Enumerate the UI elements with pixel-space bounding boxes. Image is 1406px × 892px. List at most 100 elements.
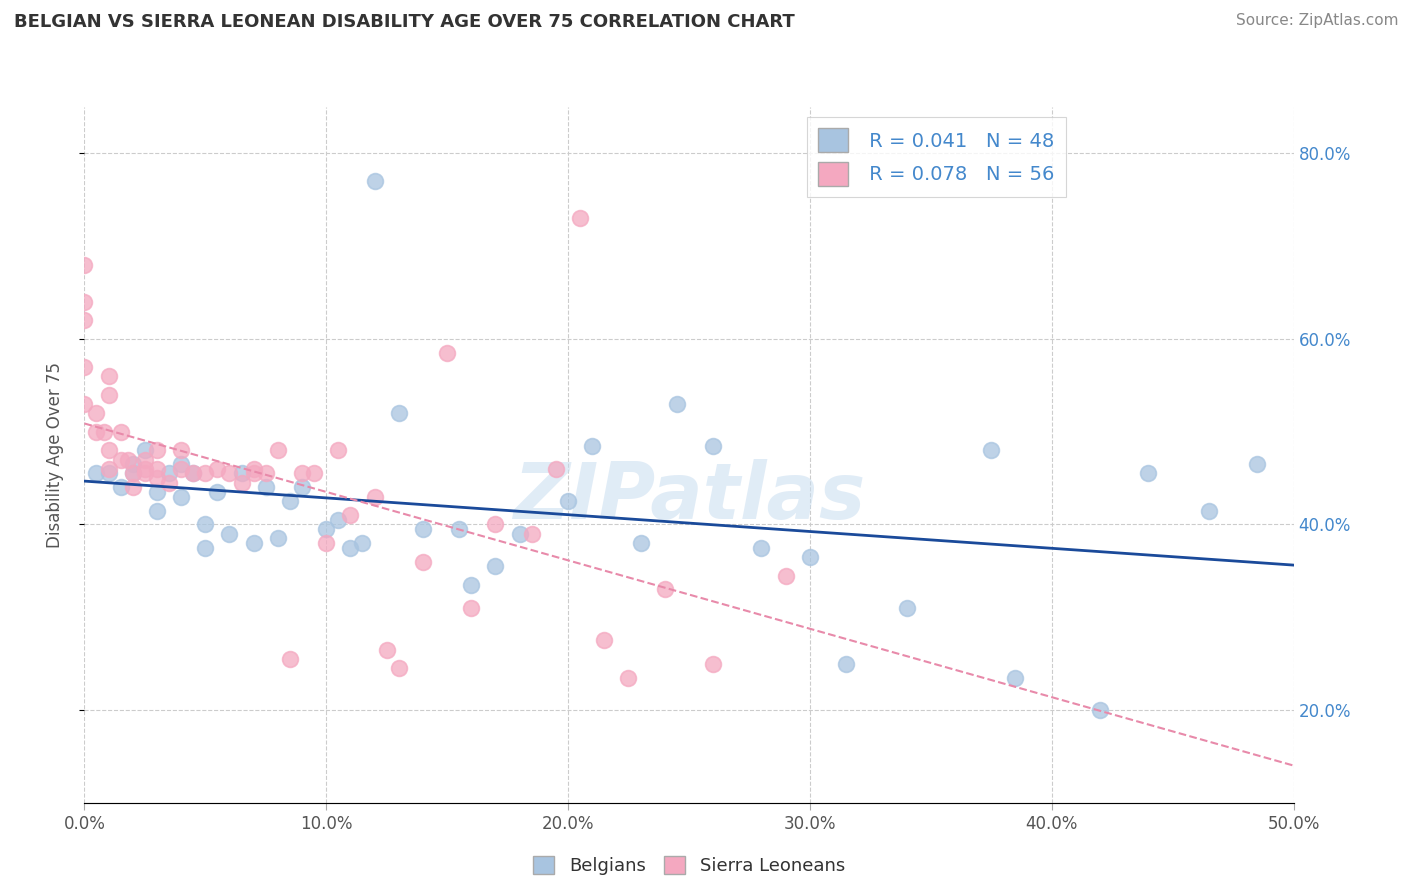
Point [170,457,193,471]
Point [315,536,337,550]
Point [1004,671,1026,685]
Point [170,443,193,458]
Point [460,578,482,592]
Text: Source: ZipAtlas.com: Source: ZipAtlas.com [1236,13,1399,29]
Point [110,480,132,494]
Point [1137,467,1160,481]
Point [86,406,108,420]
Point [449,522,471,536]
Point [980,443,1002,458]
Point [231,475,253,490]
Point [194,517,217,532]
Text: BELGIAN VS SIERRA LEONEAN DISABILITY AGE OVER 75 CORRELATION CHART: BELGIAN VS SIERRA LEONEAN DISABILITY AGE… [14,13,794,31]
Point [484,517,506,532]
Point [86,425,108,439]
Point [242,536,264,550]
Point [254,480,277,494]
Point [267,443,290,458]
Point [170,490,193,504]
Point [654,582,676,597]
Point [278,652,301,666]
Text: ZIPatlas: ZIPatlas [513,458,865,534]
Point [630,536,652,550]
Point [702,657,724,671]
Point [1246,457,1268,471]
Point [207,462,229,476]
Point [117,452,139,467]
Point [436,346,458,360]
Point [97,369,120,384]
Point [339,508,361,523]
Point [73,359,96,374]
Point [799,549,821,564]
Point [146,503,169,517]
Point [460,601,482,615]
Point [157,475,180,490]
Point [157,467,180,481]
Point [775,568,797,582]
Point [328,513,350,527]
Point [97,462,120,476]
Point [278,494,301,508]
Point [207,485,229,500]
Point [363,174,385,188]
Point [73,258,96,272]
Point [242,467,264,481]
Point [110,452,132,467]
Point [302,467,325,481]
Point [194,541,217,555]
Point [146,462,169,476]
Point [254,467,277,481]
Point [484,559,506,574]
Point [242,462,264,476]
Point [121,480,143,494]
Point [97,467,120,481]
Point [97,387,120,401]
Point [134,452,156,467]
Point [134,443,156,458]
Point [146,485,169,500]
Point [291,467,314,481]
Point [315,522,337,536]
Point [835,657,858,671]
Point [412,522,434,536]
Point [388,661,411,675]
Point [569,211,592,226]
Legend: Belgians, Sierra Leoneans: Belgians, Sierra Leoneans [523,847,855,884]
Point [339,541,361,555]
Point [218,526,240,541]
Point [218,467,240,481]
Point [1198,503,1220,517]
Point [181,467,204,481]
Point [593,633,616,648]
Point [73,294,96,309]
Point [121,467,143,481]
Point [557,494,579,508]
Point [146,471,169,485]
Point [1088,703,1111,717]
Point [134,467,156,481]
Point [581,439,603,453]
Point [181,467,204,481]
Point [328,443,350,458]
Point [97,443,120,458]
Point [73,397,96,411]
Point [702,439,724,453]
Point [86,467,108,481]
Point [375,642,398,657]
Point [352,536,374,550]
Point [665,397,688,411]
Point [146,443,169,458]
Point [121,457,143,471]
Point [73,313,96,327]
Point [388,406,411,420]
Point [110,425,132,439]
Point [267,532,290,546]
Point [194,467,217,481]
Point [896,601,918,615]
Point [509,526,531,541]
Point [544,462,567,476]
Point [121,467,143,481]
Point [231,467,253,481]
Point [520,526,543,541]
